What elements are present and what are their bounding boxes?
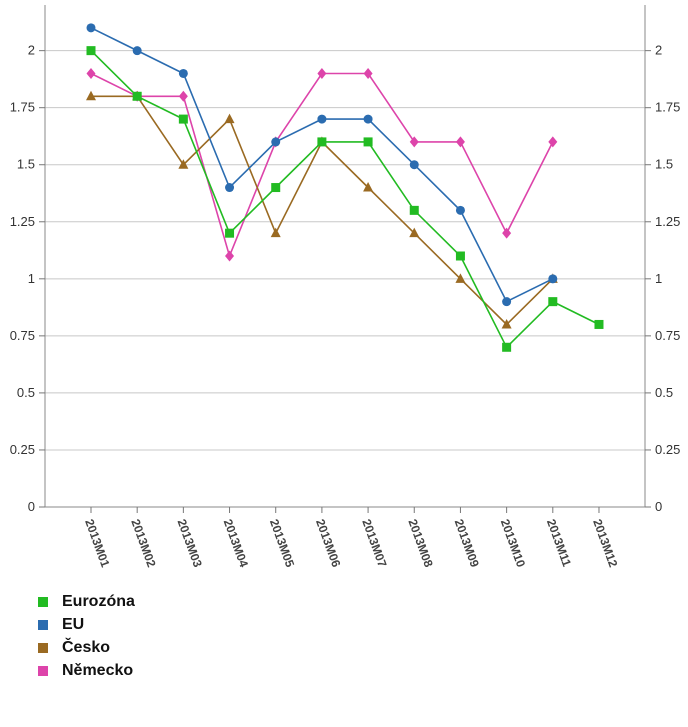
legend-swatch-eu: [38, 619, 48, 630]
data-point: [317, 114, 327, 124]
y-tick-label: 0.25: [10, 442, 35, 457]
y-tick-label: 0.5: [17, 385, 35, 400]
data-point: [409, 160, 419, 170]
data-point: [455, 273, 466, 283]
legend-swatch-cesko: [38, 642, 48, 653]
data-point: [409, 136, 419, 148]
y-axis-left: 0 0.25 0.5 0.75 1 1.25 1.5 1.75 2: [10, 43, 45, 514]
y-tick-label: 0.5: [655, 385, 673, 400]
y-axis-right: 0 0.25 0.5 0.75 1 1.25 1.5 1.75 2: [645, 43, 680, 514]
data-point: [548, 274, 558, 284]
legend-label: Eurozóna: [62, 592, 135, 610]
data-point: [502, 342, 512, 352]
legend-label: EU: [62, 615, 85, 633]
data-point: [271, 183, 281, 193]
data-point: [409, 205, 419, 215]
data-point: [455, 205, 465, 215]
data-point: [225, 228, 235, 238]
x-tick-label: 2013M08: [405, 517, 435, 569]
legend-swatch-eurozona: [38, 596, 48, 607]
data-point: [271, 137, 281, 147]
data-point: [86, 67, 96, 79]
legend-item-eu: EU: [38, 613, 135, 636]
x-tick-label: 2013M10: [498, 517, 528, 569]
data-point: [317, 67, 327, 79]
x-tick-label: 2013M11: [544, 517, 574, 568]
y-tick-label: 0.75: [10, 328, 35, 343]
data-point: [178, 159, 189, 169]
data-point: [363, 67, 373, 79]
x-tick-label: 2013M07: [359, 517, 389, 569]
y-tick-label: 0.75: [655, 328, 680, 343]
data-point: [270, 227, 281, 238]
data-point: [178, 114, 188, 124]
y-tick-label: 1.5: [655, 157, 673, 172]
data-point: [548, 297, 558, 307]
data-point: [548, 136, 558, 148]
data-point: [225, 250, 235, 262]
y-tick-label: 1.25: [655, 214, 680, 229]
legend-item-cesko: Česko: [38, 636, 135, 659]
x-tick-label: 2013M09: [452, 517, 482, 569]
y-tick-label: 1.5: [17, 157, 35, 172]
legend-item-nemecko: Německo: [38, 659, 135, 682]
y-tick-label: 1: [28, 271, 35, 286]
legend-label: Česko: [62, 638, 111, 656]
data-point: [317, 137, 327, 147]
data-point: [502, 297, 512, 307]
data-point: [132, 91, 142, 101]
x-tick-label: 2013M03: [175, 517, 205, 569]
series-line: [91, 95, 554, 326]
data-point: [363, 182, 374, 192]
legend-swatch-nemecko: [38, 665, 48, 676]
data-point: [225, 183, 235, 193]
y-tick-label: 0: [655, 499, 662, 514]
legend: Eurozóna EU Česko Německo: [38, 590, 135, 682]
x-tick-label: 2013M05: [267, 517, 297, 569]
data-point: [178, 68, 188, 78]
x-tick-label: 2013M01: [82, 517, 112, 569]
y-tick-label: 0: [28, 499, 35, 514]
data-point: [132, 46, 142, 56]
data-point: [86, 23, 96, 33]
data-point: [363, 137, 373, 147]
y-tick-label: 2: [655, 43, 662, 58]
series-line: [90, 50, 600, 349]
data-point: [409, 227, 420, 238]
x-tick-label: 2013M12: [590, 517, 620, 569]
data-point: [455, 251, 465, 261]
plot-frame: [44, 5, 646, 508]
data-point: [501, 318, 512, 329]
data-point: [224, 113, 235, 124]
data-point: [86, 90, 96, 101]
y-tick-label: 0.25: [655, 442, 680, 457]
data-point: [86, 46, 96, 56]
data-point: [455, 136, 465, 148]
y-tick-label: 2: [28, 43, 35, 58]
y-tick-label: 1.25: [10, 214, 35, 229]
data-point: [363, 114, 373, 124]
y-tick-label: 1: [655, 271, 662, 286]
x-tick-label: 2013M02: [128, 517, 158, 569]
data-point: [502, 227, 512, 239]
x-tick-label: 2013M06: [313, 517, 343, 569]
x-axis: 2013M01 2013M02 2013M03 2013M04 2013M05 2013M…: [82, 507, 621, 569]
y-tick-label: 1.75: [655, 100, 680, 115]
grid-lines: [45, 50, 645, 451]
series-layer: [86, 23, 604, 352]
data-point: [594, 319, 604, 329]
y-tick-label: 1.75: [10, 100, 35, 115]
legend-label: Německo: [62, 661, 134, 679]
x-tick-label: 2013M04: [221, 517, 251, 569]
legend-item-eurozona: Eurozóna: [38, 590, 135, 613]
data-point: [178, 90, 188, 102]
